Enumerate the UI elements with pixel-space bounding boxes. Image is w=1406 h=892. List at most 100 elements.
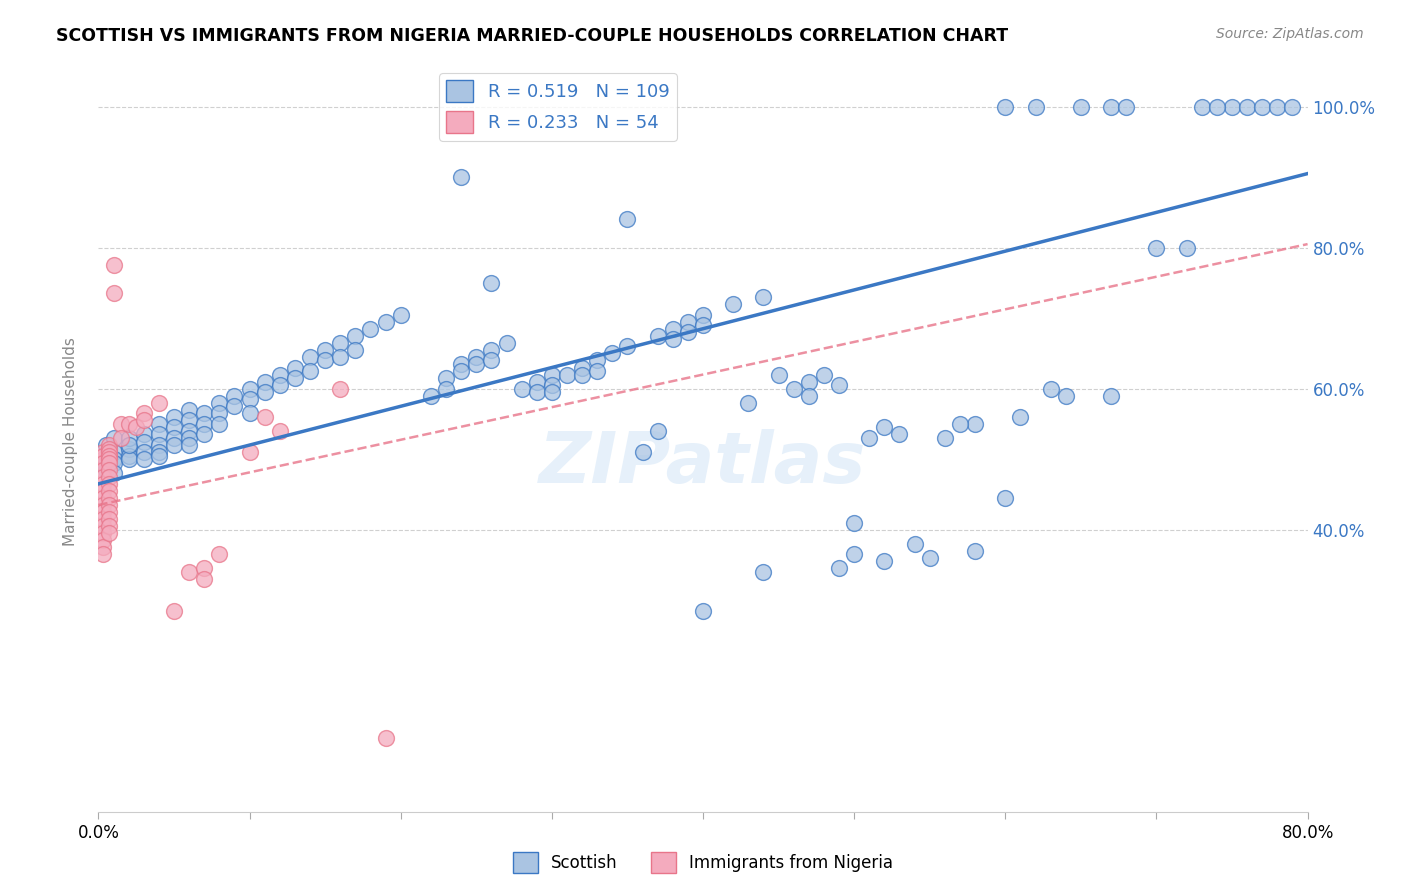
Point	[1236, 100, 1258, 114]
Point	[661, 332, 683, 346]
Point	[98, 449, 121, 463]
Point	[1267, 100, 1289, 114]
Point	[329, 382, 352, 396]
Point	[163, 431, 186, 445]
Point	[103, 431, 125, 445]
Point	[239, 406, 262, 420]
Point	[752, 565, 775, 579]
Point	[450, 364, 472, 378]
Point	[586, 364, 609, 378]
Point	[98, 491, 121, 505]
Point	[179, 402, 201, 417]
Point	[329, 350, 352, 364]
Point	[873, 554, 896, 568]
Point	[98, 470, 121, 484]
Point	[1039, 382, 1062, 396]
Point	[1251, 100, 1274, 114]
Point	[224, 399, 246, 413]
Point	[269, 368, 291, 382]
Point	[91, 463, 114, 477]
Point	[540, 368, 562, 382]
Y-axis label: Married-couple Households: Married-couple Households	[63, 337, 77, 546]
Point	[602, 346, 624, 360]
Point	[510, 382, 533, 396]
Point	[132, 406, 155, 420]
Point	[676, 315, 699, 329]
Point	[692, 318, 714, 333]
Point	[208, 547, 231, 561]
Point	[132, 452, 155, 467]
Point	[98, 483, 121, 498]
Point	[344, 343, 367, 357]
Point	[91, 470, 114, 484]
Point	[91, 519, 114, 533]
Point	[118, 452, 141, 467]
Point	[163, 604, 186, 618]
Point	[555, 368, 578, 382]
Point	[239, 445, 262, 459]
Point	[132, 434, 155, 449]
Point	[374, 315, 396, 329]
Point	[253, 409, 276, 424]
Point	[193, 561, 215, 575]
Point	[98, 476, 121, 491]
Point	[103, 467, 125, 481]
Point	[949, 417, 972, 431]
Point	[434, 371, 457, 385]
Point	[224, 389, 246, 403]
Point	[314, 343, 336, 357]
Point	[269, 378, 291, 392]
Point	[299, 364, 322, 378]
Point	[692, 308, 714, 322]
Point	[110, 417, 132, 431]
Point	[768, 368, 790, 382]
Point	[481, 276, 503, 290]
Point	[103, 456, 125, 470]
Point	[163, 438, 186, 452]
Point	[94, 463, 117, 477]
Point	[965, 417, 987, 431]
Point	[797, 375, 820, 389]
Point	[284, 371, 307, 385]
Point	[783, 382, 806, 396]
Point	[1115, 100, 1137, 114]
Point	[91, 456, 114, 470]
Point	[193, 427, 215, 442]
Point	[299, 350, 322, 364]
Point	[495, 335, 517, 350]
Point	[647, 424, 669, 438]
Point	[110, 431, 132, 445]
Point	[540, 385, 562, 400]
Point	[208, 396, 231, 410]
Point	[98, 519, 121, 533]
Point	[465, 357, 488, 371]
Point	[163, 409, 186, 424]
Point	[904, 537, 927, 551]
Point	[1206, 100, 1229, 114]
Point	[118, 449, 141, 463]
Point	[450, 357, 472, 371]
Point	[103, 286, 125, 301]
Point	[91, 498, 114, 512]
Point	[889, 427, 911, 442]
Point	[98, 452, 121, 467]
Point	[586, 353, 609, 368]
Point	[179, 565, 201, 579]
Point	[873, 420, 896, 434]
Point	[994, 100, 1017, 114]
Point	[148, 396, 170, 410]
Point	[374, 731, 396, 745]
Legend: R = 0.519   N = 109, R = 0.233   N = 54: R = 0.519 N = 109, R = 0.233 N = 54	[439, 73, 676, 141]
Point	[434, 382, 457, 396]
Point	[98, 438, 121, 452]
Point	[571, 360, 593, 375]
Point	[465, 350, 488, 364]
Point	[208, 406, 231, 420]
Point	[91, 445, 114, 459]
Point	[1144, 241, 1167, 255]
Point	[91, 476, 114, 491]
Point	[858, 431, 880, 445]
Point	[1281, 100, 1303, 114]
Point	[918, 550, 941, 565]
Point	[797, 389, 820, 403]
